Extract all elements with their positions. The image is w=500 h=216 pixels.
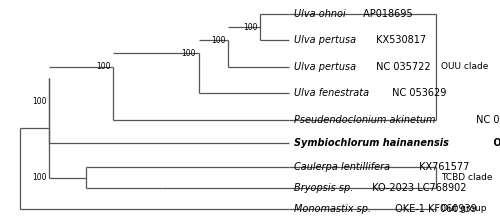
Text: Ulva fenestrata: Ulva fenestrata [294, 88, 369, 98]
Text: NC 035722: NC 035722 [372, 62, 430, 72]
Text: Ulva pertusa: Ulva pertusa [294, 62, 356, 72]
Text: Caulerpa lentillifera: Caulerpa lentillifera [294, 162, 390, 172]
Text: ON897766: ON897766 [490, 138, 500, 148]
Text: Bryopsis sp.: Bryopsis sp. [294, 183, 354, 194]
Text: 100: 100 [96, 62, 110, 71]
Text: Ulva ohnoi: Ulva ohnoi [294, 9, 346, 19]
Text: KX761577: KX761577 [416, 162, 469, 172]
Text: NC 005926: NC 005926 [473, 115, 500, 125]
Text: Out group: Out group [441, 204, 486, 213]
Text: Symbiochlorum hainanensis: Symbiochlorum hainanensis [294, 138, 449, 148]
Text: 100: 100 [211, 36, 226, 45]
Text: TCBD clade: TCBD clade [441, 173, 492, 182]
Text: 100: 100 [32, 173, 46, 182]
Text: 100: 100 [32, 97, 46, 106]
Text: OUU clade: OUU clade [441, 62, 488, 71]
Text: Pseudendoclonium akinetum: Pseudendoclonium akinetum [294, 115, 436, 125]
Text: NC 053629: NC 053629 [389, 88, 446, 98]
Text: OKE-1 KF060939: OKE-1 KF060939 [392, 203, 476, 214]
Text: 100: 100 [182, 49, 196, 58]
Text: 100: 100 [243, 22, 258, 32]
Text: KX530817: KX530817 [372, 35, 426, 45]
Text: Ulva pertusa: Ulva pertusa [294, 35, 356, 45]
Text: KO-2023 LC768902: KO-2023 LC768902 [369, 183, 466, 194]
Text: Monomastix sp.: Monomastix sp. [294, 203, 371, 214]
Text: AP018695: AP018695 [360, 9, 412, 19]
